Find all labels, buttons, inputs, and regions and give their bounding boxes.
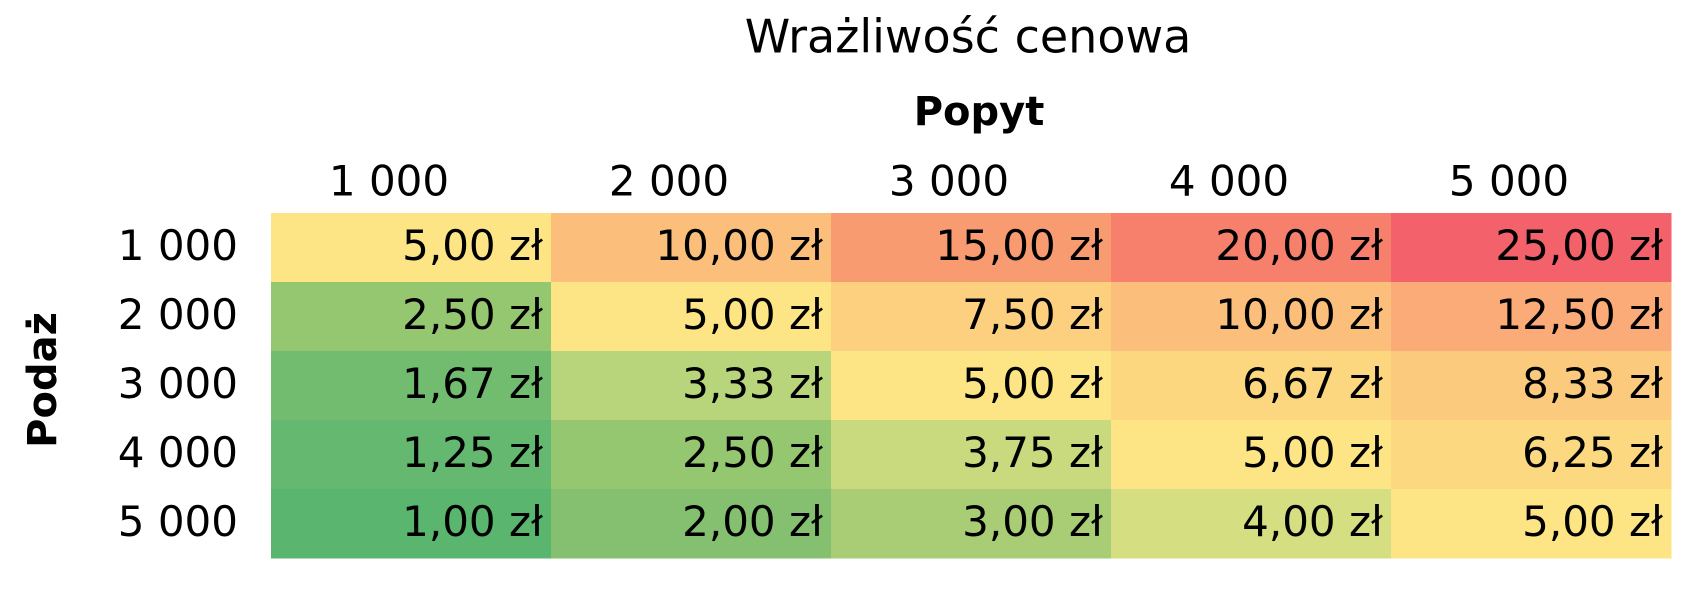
cell-value: 5,00 zł: [1522, 497, 1663, 546]
cell-value: 1,25 zł: [402, 428, 543, 477]
cell-value: 5,00 zł: [682, 290, 823, 339]
cell-background: [551, 420, 832, 490]
cell-value: 25,00 zł: [1495, 221, 1663, 270]
row-header: 5 000: [118, 497, 238, 546]
cell-background: [551, 213, 832, 283]
cell-value: 7,50 zł: [962, 290, 1103, 339]
cell-value: 2,50 zł: [402, 290, 543, 339]
column-header: 3 000: [889, 157, 1009, 206]
cell-value: 1,67 zł: [402, 359, 543, 408]
cell-value: 15,00 zł: [935, 221, 1103, 270]
cell-background: [551, 282, 832, 352]
cell-value: 3,00 zł: [962, 497, 1103, 546]
cell-value: 6,25 zł: [1522, 428, 1663, 477]
cell-background: [831, 489, 1112, 559]
cell-background: [271, 420, 552, 490]
row-header: 3 000: [118, 359, 238, 408]
cell-value: 3,75 zł: [962, 428, 1103, 477]
cell-value: 3,33 zł: [682, 359, 823, 408]
cell-value: 10,00 zł: [1215, 290, 1383, 339]
cell-background: [1111, 489, 1392, 559]
cell-value: 4,00 zł: [1242, 497, 1383, 546]
cell-value: 20,00 zł: [1215, 221, 1383, 270]
column-header: 1 000: [329, 157, 449, 206]
cell-value: 5,00 zł: [962, 359, 1103, 408]
cell-value: 6,67 zł: [1242, 359, 1383, 408]
column-header: 2 000: [609, 157, 729, 206]
cell-background: [1111, 351, 1392, 421]
cell-value: 12,50 zł: [1495, 290, 1663, 339]
cell-value: 10,00 zł: [655, 221, 823, 270]
cell-background: [1391, 420, 1672, 490]
cell-background: [1111, 213, 1392, 283]
row-label: Podaż: [20, 312, 66, 448]
cell-value: 5,00 zł: [1242, 428, 1383, 477]
cell-value: 2,00 zł: [682, 497, 823, 546]
cell-value: 1,00 zł: [402, 497, 543, 546]
row-header: 1 000: [118, 221, 238, 270]
row-header: 2 000: [118, 290, 238, 339]
title: Wrażliwość cenowa: [745, 10, 1192, 64]
cell-background: [1391, 282, 1672, 352]
cell-background: [831, 420, 1112, 490]
cell-background: [831, 351, 1112, 421]
cell-value: 5,00 zł: [402, 221, 543, 270]
cell-background: [1391, 351, 1672, 421]
cell-value: 8,33 zł: [1522, 359, 1663, 408]
cell-background: [271, 282, 552, 352]
cell-value: 2,50 zł: [682, 428, 823, 477]
cell-background: [1111, 420, 1392, 490]
cell-background: [1111, 282, 1392, 352]
column-header: 5 000: [1449, 157, 1569, 206]
column-header: 4 000: [1169, 157, 1289, 206]
cell-background: [271, 351, 552, 421]
row-header: 4 000: [118, 428, 238, 477]
cell-background: [551, 351, 832, 421]
cell-background: [551, 489, 832, 559]
cell-background: [271, 213, 552, 283]
column-label: Popyt: [914, 89, 1045, 135]
cell-background: [1391, 213, 1672, 283]
cell-background: [831, 213, 1112, 283]
cell-background: [1391, 489, 1672, 559]
cell-background: [831, 282, 1112, 352]
cell-background: [271, 489, 552, 559]
